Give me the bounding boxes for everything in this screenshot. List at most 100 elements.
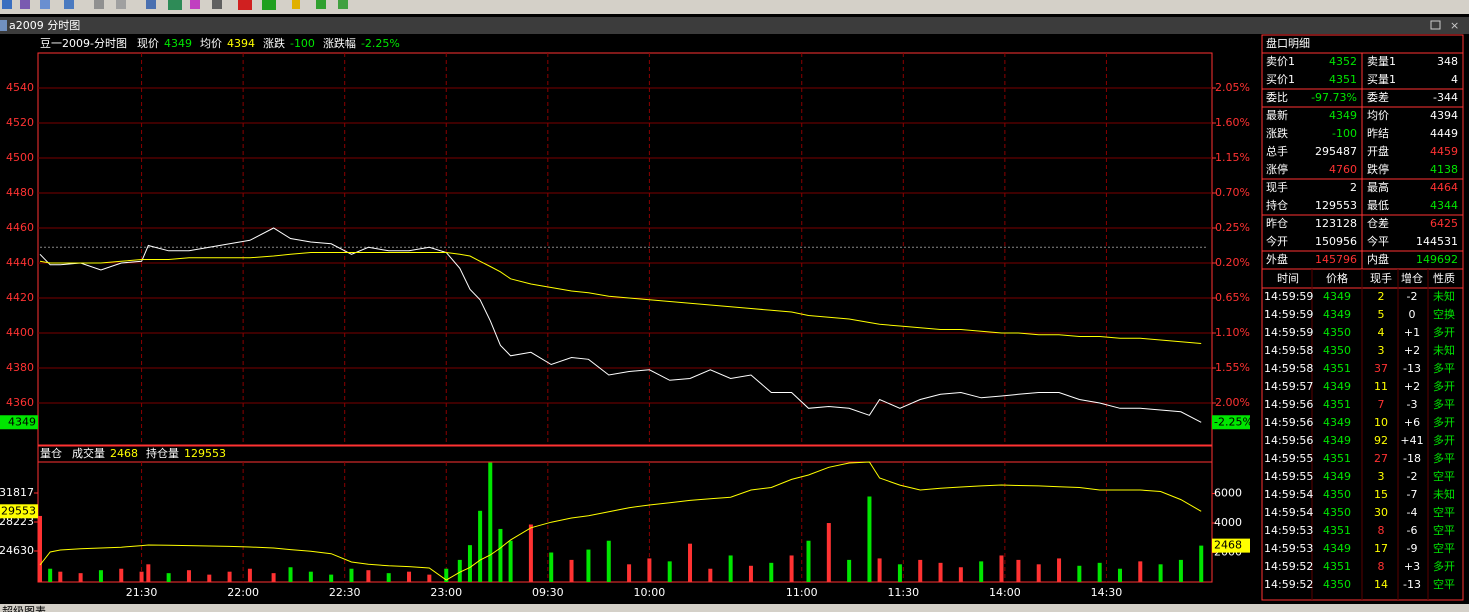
y2-tick-label: 0.25%: [1215, 221, 1250, 234]
quote-value: -344: [1433, 91, 1458, 104]
trade-cell: 17: [1374, 542, 1388, 555]
volume-bar: [569, 559, 574, 582]
y2-tick-label: -0.20%: [1211, 256, 1250, 269]
volume-bar: [427, 574, 432, 582]
tool-icon[interactable]: [292, 0, 300, 9]
restore-button[interactable]: [1430, 20, 1441, 30]
tool-icon[interactable]: [116, 0, 126, 9]
volume-bar: [308, 571, 313, 582]
trade-cell: 5: [1378, 308, 1385, 321]
quote-label: 最高: [1367, 180, 1389, 194]
volume-bar: [958, 567, 963, 582]
x-tick-label: 21:30: [126, 586, 158, 599]
quote-value: -97.73%: [1311, 91, 1357, 104]
trade-cell: 4351: [1323, 452, 1351, 465]
tool-icon[interactable]: [238, 0, 252, 10]
trade-cell: 14:59:57: [1264, 380, 1313, 393]
y-tick-label: 31817: [0, 486, 34, 499]
trade-cell: -13: [1403, 578, 1421, 591]
trade-cell: 4350: [1323, 578, 1351, 591]
header-label: 持仓量: [146, 446, 179, 460]
trade-cell: -6: [1407, 524, 1418, 537]
quote-value: 4351: [1329, 73, 1357, 86]
tool-icon[interactable]: [212, 0, 222, 9]
tool-icon[interactable]: [64, 0, 74, 9]
quote-label: 最低: [1367, 199, 1389, 212]
tool-icon[interactable]: [146, 0, 156, 9]
volume-bar: [1077, 565, 1082, 582]
tool-icon[interactable]: [20, 0, 30, 9]
trade-cell: 未知: [1433, 289, 1455, 303]
y2-tick-label: -1.55%: [1211, 361, 1250, 374]
trade-cell: 14:59:55: [1264, 452, 1313, 465]
trade-cell: 14:59:55: [1264, 470, 1313, 483]
quote-value: 6425: [1430, 217, 1458, 230]
tool-icon[interactable]: [94, 0, 104, 9]
volume-bar: [1138, 561, 1143, 582]
volume-bar: [748, 565, 753, 582]
volume-bar: [444, 568, 449, 582]
tool-icon[interactable]: [190, 0, 200, 9]
trade-cell: 3: [1378, 344, 1385, 357]
x-tick-label: 11:00: [786, 586, 818, 599]
volume-bar: [386, 573, 391, 582]
trade-cell: 空平: [1433, 469, 1455, 483]
y2-tick-label: -2.00%: [1211, 396, 1250, 409]
trade-cell: 4349: [1323, 416, 1351, 429]
y-tick-label: 4500: [6, 151, 34, 164]
tool-icon[interactable]: [168, 0, 182, 10]
trade-cell: 27: [1374, 452, 1388, 465]
trade-cell: 4349: [1323, 470, 1351, 483]
trade-cell: 14:59:53: [1264, 524, 1313, 537]
value-badge: [0, 415, 38, 430]
chart-title: 量仓: [40, 446, 62, 460]
close-button[interactable]: ×: [1450, 19, 1459, 32]
volume-bar: [586, 549, 591, 582]
value-badge: [0, 504, 38, 519]
footer-tab[interactable]: 超级图表: [2, 604, 46, 612]
quote-label: 跌停: [1367, 162, 1389, 176]
tool-icon[interactable]: [316, 0, 326, 9]
tool-icon[interactable]: [40, 0, 50, 9]
header-value: 2468: [110, 447, 138, 460]
quote-label: 现手: [1266, 180, 1288, 194]
trade-cell: 多平: [1433, 361, 1455, 375]
quote-value: 4459: [1430, 145, 1458, 158]
y-tick-label: 4440: [6, 256, 34, 269]
trade-cell: 多平: [1433, 397, 1455, 411]
volume-bar: [78, 573, 83, 582]
volume-bar: [1036, 564, 1041, 582]
y-tick-label: 4480: [6, 186, 34, 199]
trade-cell: 4349: [1323, 380, 1351, 393]
volume-bar: [627, 564, 632, 582]
volume-bar: [549, 552, 554, 582]
x-tick-label: 11:30: [887, 586, 919, 599]
tool-icon[interactable]: [2, 0, 12, 9]
quote-label: 买价1: [1266, 73, 1295, 86]
volume-bar: [498, 528, 503, 582]
quote-label: 仓差: [1367, 216, 1389, 230]
tool-icon[interactable]: [338, 0, 348, 9]
trade-cell: 4351: [1323, 362, 1351, 375]
y2-tick-label: 4000: [1214, 516, 1242, 529]
table-header: 性质: [1433, 271, 1455, 285]
quote-value: 4760: [1329, 163, 1357, 176]
trade-cell: 14:59:53: [1264, 542, 1313, 555]
tool-icon[interactable]: [262, 0, 276, 10]
quote-value: 4352: [1329, 55, 1357, 68]
x-tick-label: 10:00: [634, 586, 666, 599]
header-label: 涨跌幅: [323, 36, 356, 50]
x-tick-label: 14:30: [1091, 586, 1123, 599]
trade-cell: 4351: [1323, 398, 1351, 411]
trade-cell: 多平: [1433, 451, 1455, 465]
trade-cell: +3: [1404, 560, 1420, 573]
quote-value: 2: [1350, 181, 1357, 194]
volume-bar: [1016, 559, 1021, 582]
x-tick-label: 14:00: [989, 586, 1021, 599]
quote-label: 卖价1: [1266, 55, 1295, 68]
value-badge-text: 2468: [1214, 539, 1242, 552]
panel-title: 盘口明细: [1266, 36, 1310, 50]
y2-tick-label: -0.65%: [1211, 291, 1250, 304]
volume-bar: [606, 540, 611, 582]
